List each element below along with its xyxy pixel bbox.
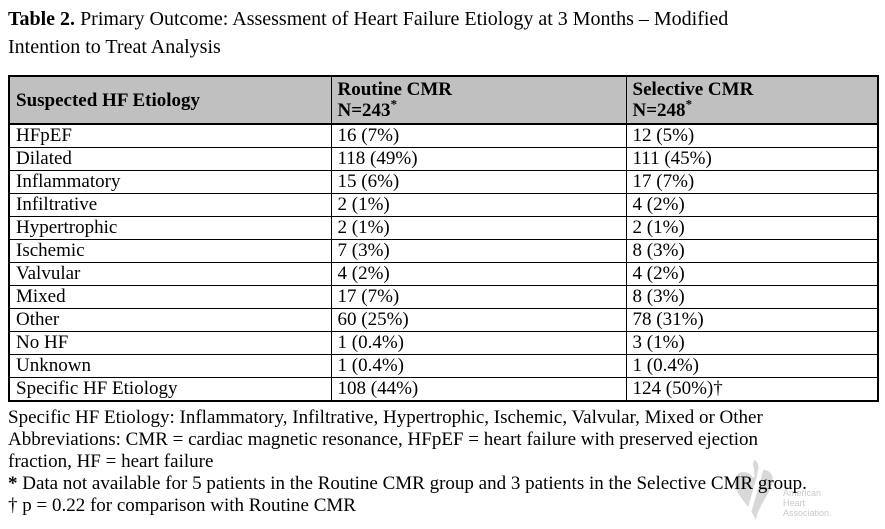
table-caption: Table 2. Primary Outcome: Assessment of … [8, 5, 728, 61]
table-row: Mixed 17 (7%) 8 (3%) [8, 285, 879, 309]
etiology-label-cell: No HF [8, 331, 332, 355]
selective-cmr-value-cell: 3 (1%) [625, 331, 879, 355]
table-row: No HF 1 (0.4%) 3 (1%) [8, 331, 879, 355]
routine-cmr-value-cell: 108 (44%) [330, 377, 627, 402]
caption-line-2: Intention to Treat Analysis [8, 36, 221, 58]
etiology-label-cell: Mixed [8, 285, 332, 309]
selective-cmr-value-cell: 4 (2%) [625, 193, 879, 217]
table-footnotes: Specific HF Etiology: Inflammatory, Infi… [8, 407, 807, 517]
table-row: HFpEF 16 (7%) 12 (5%) [8, 123, 879, 148]
selective-cmr-value-cell: 78 (31%) [625, 308, 879, 332]
routine-cmr-value-cell: 16 (7%) [330, 123, 627, 148]
header-routine-cmr-n: N=243* [337, 96, 620, 121]
table-row: Other 60 (25%) 78 (31%) [8, 308, 879, 332]
etiology-label-cell: Infiltrative [8, 193, 332, 217]
routine-cmr-value-cell: 15 (6%) [330, 170, 627, 194]
routine-cmr-value-cell: 7 (3%) [330, 239, 627, 263]
header-selective-cmr-name: Selective CMR [632, 79, 754, 100]
header-routine-cmr: Routine CMR N=243* [330, 75, 627, 125]
table-row: Specific HF Etiology 108 (44%) 124 (50%)† [8, 377, 879, 402]
etiology-table: Suspected HF Etiology Routine CMR N=243*… [8, 75, 879, 402]
table-row: Unknown 1 (0.4%) 1 (0.4%) [8, 354, 879, 378]
routine-footnote-marker: * [390, 96, 398, 112]
etiology-label-cell: HFpEF [8, 123, 332, 148]
selective-cmr-value-cell: 17 (7%) [625, 170, 879, 194]
header-selective-cmr: Selective CMR N=248* [625, 75, 879, 125]
table-row: Hypertrophic 2 (1%) 2 (1%) [8, 216, 879, 240]
selective-cmr-value-cell: 12 (5%) [625, 123, 879, 148]
etiology-label-cell: Specific HF Etiology [8, 377, 332, 402]
watermark-line: Association. [783, 508, 832, 518]
etiology-label-cell: Ischemic [8, 239, 332, 263]
footnote-text: Abbreviations: CMR = cardiac magnetic re… [8, 429, 759, 450]
routine-n-value: N=243 [337, 100, 391, 121]
footnote-marker: † [8, 495, 18, 516]
selective-cmr-value-cell: 2 (1%) [625, 216, 879, 240]
aha-watermark-text: American Heart Association. [783, 488, 832, 524]
header-routine-cmr-name: Routine CMR [337, 79, 453, 100]
watermark-line: Heart [783, 498, 806, 508]
etiology-label-cell: Inflammatory [8, 170, 332, 194]
footnote-text: Specific HF Etiology: Inflammatory, Infi… [8, 407, 763, 428]
etiology-label-cell: Valvular [8, 262, 332, 286]
selective-cmr-value-cell: 1 (0.4%) [625, 354, 879, 378]
routine-cmr-value-cell: 60 (25%) [330, 308, 627, 332]
footnote-line: † p = 0.22 for comparison with Routine C… [8, 495, 807, 517]
routine-cmr-value-cell: 2 (1%) [330, 216, 627, 240]
footnote-line: fraction, HF = heart failure [8, 451, 807, 473]
header-row: Suspected HF Etiology Routine CMR N=243*… [8, 75, 879, 125]
table-row: Dilated 118 (49%) 111 (45%) [8, 147, 879, 171]
selective-cmr-value-cell: 111 (45%) [625, 147, 879, 171]
footnote-line: Abbreviations: CMR = cardiac magnetic re… [8, 429, 807, 451]
etiology-label-cell: Unknown [8, 354, 332, 378]
selective-cmr-value-cell: 8 (3%) [625, 239, 879, 263]
routine-cmr-value-cell: 1 (0.4%) [330, 354, 627, 378]
header-suspected-hf-etiology: Suspected HF Etiology [8, 75, 332, 125]
etiology-label-cell: Hypertrophic [8, 216, 332, 240]
aha-watermark: American Heart Association. [731, 460, 832, 524]
table-row: Infiltrative 2 (1%) 4 (2%) [8, 193, 879, 217]
selective-cmr-value-cell: 124 (50%)† [625, 377, 879, 402]
etiology-label-cell: Dilated [8, 147, 332, 171]
caption-title-text: Primary Outcome: Assessment of Heart Fai… [75, 8, 729, 30]
selective-cmr-value-cell: 4 (2%) [625, 262, 879, 286]
table-row: Inflammatory 15 (6%) 17 (7%) [8, 170, 879, 194]
watermark-line: American [783, 488, 822, 498]
etiology-table-header: Suspected HF Etiology Routine CMR N=243*… [8, 75, 879, 125]
routine-cmr-value-cell: 118 (49%) [330, 147, 627, 171]
footnote-line: Specific HF Etiology: Inflammatory, Infi… [8, 407, 807, 429]
footnote-marker: * [8, 473, 18, 494]
etiology-table-body: HFpEF 16 (7%) 12 (5%) Dilated 118 (49%) 111 (… [8, 123, 879, 402]
selective-cmr-value-cell: 8 (3%) [625, 285, 879, 309]
footnote-text: Data not available for 5 patients in the… [17, 473, 807, 494]
table-row: Valvular 4 (2%) 4 (2%) [8, 262, 879, 286]
table-row: Ischemic 7 (3%) 8 (3%) [8, 239, 879, 263]
header-selective-cmr-n: N=248* [632, 96, 872, 121]
table-number-label: Table 2. [8, 8, 76, 30]
selective-footnote-marker: * [685, 96, 693, 112]
routine-cmr-value-cell: 2 (1%) [330, 193, 627, 217]
routine-cmr-value-cell: 4 (2%) [330, 262, 627, 286]
routine-cmr-value-cell: 17 (7%) [330, 285, 627, 309]
footnote-text: fraction, HF = heart failure [8, 451, 214, 472]
routine-cmr-value-cell: 1 (0.4%) [330, 331, 627, 355]
footnote-text: p = 0.22 for comparison with Routine CMR [17, 495, 356, 516]
caption-line-1: Table 2. Primary Outcome: Assessment of … [8, 5, 728, 33]
selective-n-value: N=248 [632, 100, 686, 121]
aha-heart-torch-icon [734, 460, 773, 522]
footnote-line: * Data not available for 5 patients in t… [8, 473, 807, 495]
etiology-label-cell: Other [8, 308, 332, 332]
